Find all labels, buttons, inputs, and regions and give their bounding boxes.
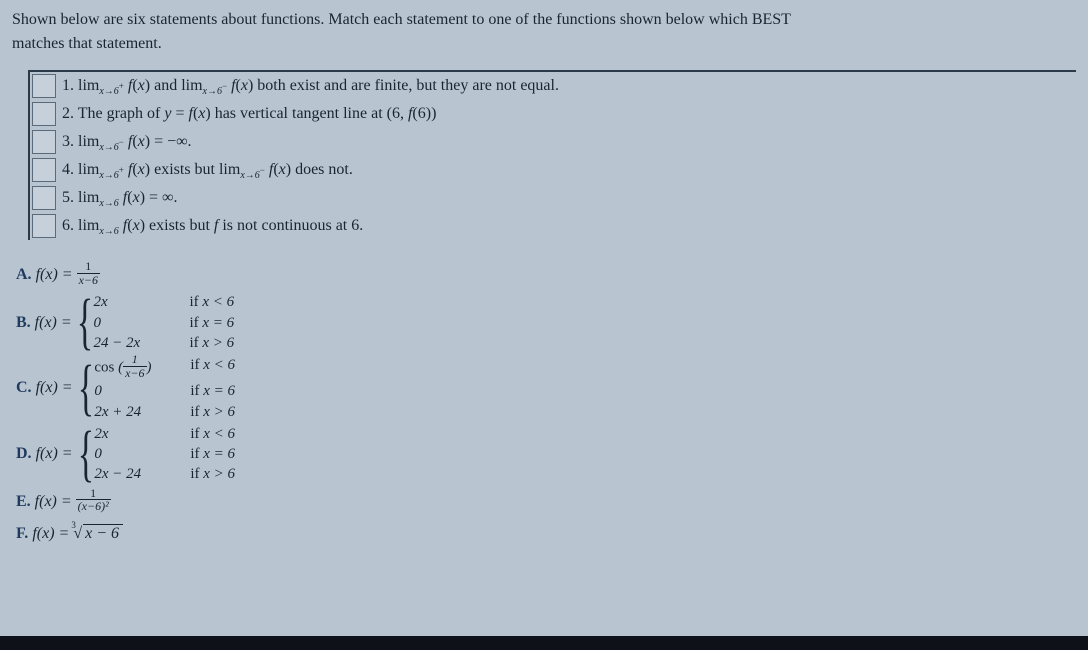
case-row: 0if x = 6 (94, 444, 235, 464)
case-expr: 0 (94, 381, 180, 401)
left-brace-icon: { (76, 294, 92, 351)
case-row: 0if x = 6 (94, 381, 235, 401)
case-cond: if x > 6 (179, 333, 234, 353)
statement-row: 6. limx→6 f(x) exists but f is not conti… (30, 212, 1076, 240)
statement-row: 2. The graph of y = f(x) has vertical ta… (30, 100, 1076, 128)
statement-text: 6. limx→6 f(x) exists but f is not conti… (62, 212, 363, 239)
case-row: 2xif x < 6 (94, 424, 235, 444)
intro-line-1: Shown below are six statements about fun… (12, 11, 791, 28)
fx-eq: f(x) = (32, 519, 69, 549)
func-label-D: D. (16, 439, 32, 469)
fx-eq: f(x) = (36, 373, 73, 403)
case-row: 2x − 24if x > 6 (94, 464, 235, 484)
case-cond: if x = 6 (180, 381, 235, 401)
case-cond: if x < 6 (179, 292, 234, 312)
func-F-root: 3 √x − 6 (73, 519, 123, 549)
statement-row: 3. limx→6− f(x) = −∞. (30, 128, 1076, 156)
statement-text: 5. limx→6 f(x) = ∞. (62, 184, 177, 211)
left-brace-icon: { (77, 360, 93, 417)
left-brace-icon: { (77, 426, 93, 483)
function-B: B. f(x) = { 2xif x < 60if x = 624 − 2xif… (16, 292, 1076, 353)
func-label-A: A. (16, 260, 32, 290)
taskbar-strip (0, 636, 1088, 650)
case-cond: if x > 6 (180, 464, 235, 484)
statement-row: 4. limx→6+ f(x) exists but limx→6− f(x) … (30, 156, 1076, 184)
case-cond: if x < 6 (180, 424, 235, 444)
statement-text: 4. limx→6+ f(x) exists but limx→6− f(x) … (62, 156, 353, 183)
case-row: 2xif x < 6 (93, 292, 234, 312)
case-row: 24 − 2xif x > 6 (93, 333, 234, 353)
func-C-cases: cos (1x−6)if x < 60if x = 62x + 24if x >… (94, 355, 235, 422)
func-label-C: C. (16, 373, 32, 403)
answer-select-box[interactable] (32, 130, 56, 154)
case-cond: if x = 6 (180, 444, 235, 464)
case-expr: 2x − 24 (94, 464, 180, 484)
func-label-B: B. (16, 308, 31, 338)
fx-eq: f(x) = (36, 260, 73, 290)
statement-text: 3. limx→6− f(x) = −∞. (62, 128, 192, 155)
fx-eq: f(x) = (36, 439, 73, 469)
functions-block: A. f(x) = 1 x−6 B. f(x) = { 2xif x < 60i… (16, 260, 1076, 549)
case-expr: 2x (93, 292, 179, 312)
function-A: A. f(x) = 1 x−6 (16, 260, 1076, 290)
fx-eq: f(x) = (35, 308, 72, 338)
func-E-frac: 1 (x−6)² (76, 487, 111, 513)
case-cond: if x > 6 (180, 402, 235, 422)
statements-block: 1. limx→6+ f(x) and limx→6− f(x) both ex… (28, 70, 1076, 240)
case-expr: 24 − 2x (93, 333, 179, 353)
case-expr: 2x (94, 424, 180, 444)
case-expr: 0 (94, 444, 180, 464)
case-expr: 2x + 24 (94, 402, 180, 422)
case-cond: if x < 6 (180, 355, 235, 381)
function-D: D. f(x) = { 2xif x < 60if x = 62x − 24if… (16, 424, 1076, 485)
function-F: F. f(x) = 3 √x − 6 (16, 519, 1076, 549)
case-row: 2x + 24if x > 6 (94, 402, 235, 422)
func-B-cases: 2xif x < 60if x = 624 − 2xif x > 6 (93, 292, 234, 353)
fx-eq: f(x) = (35, 487, 72, 517)
case-cond: if x = 6 (179, 313, 234, 333)
statement-row: 1. limx→6+ f(x) and limx→6− f(x) both ex… (30, 72, 1076, 100)
func-A-frac: 1 x−6 (77, 260, 100, 286)
func-D-cases: 2xif x < 60if x = 62x − 24if x > 6 (94, 424, 235, 485)
answer-select-box[interactable] (32, 158, 56, 182)
intro-text: Shown below are six statements about fun… (12, 8, 1076, 56)
statement-text: 1. limx→6+ f(x) and limx→6− f(x) both ex… (62, 72, 559, 99)
case-expr: 0 (93, 313, 179, 333)
function-C: C. f(x) = { cos (1x−6)if x < 60if x = 62… (16, 355, 1076, 422)
math-quiz-page: Shown below are six statements about fun… (0, 0, 1088, 650)
answer-select-box[interactable] (32, 74, 56, 98)
case-row: cos (1x−6)if x < 6 (94, 355, 235, 381)
func-label-E: E. (16, 487, 31, 517)
case-row: 0if x = 6 (93, 313, 234, 333)
statement-row: 5. limx→6 f(x) = ∞. (30, 184, 1076, 212)
answer-select-box[interactable] (32, 102, 56, 126)
intro-line-2: matches that statement. (12, 35, 162, 52)
answer-select-box[interactable] (32, 214, 56, 238)
func-label-F: F. (16, 519, 28, 549)
case-expr: cos (1x−6) (94, 355, 180, 381)
function-E: E. f(x) = 1 (x−6)² (16, 487, 1076, 517)
statement-text: 2. The graph of y = f(x) has vertical ta… (62, 100, 436, 127)
answer-select-box[interactable] (32, 186, 56, 210)
